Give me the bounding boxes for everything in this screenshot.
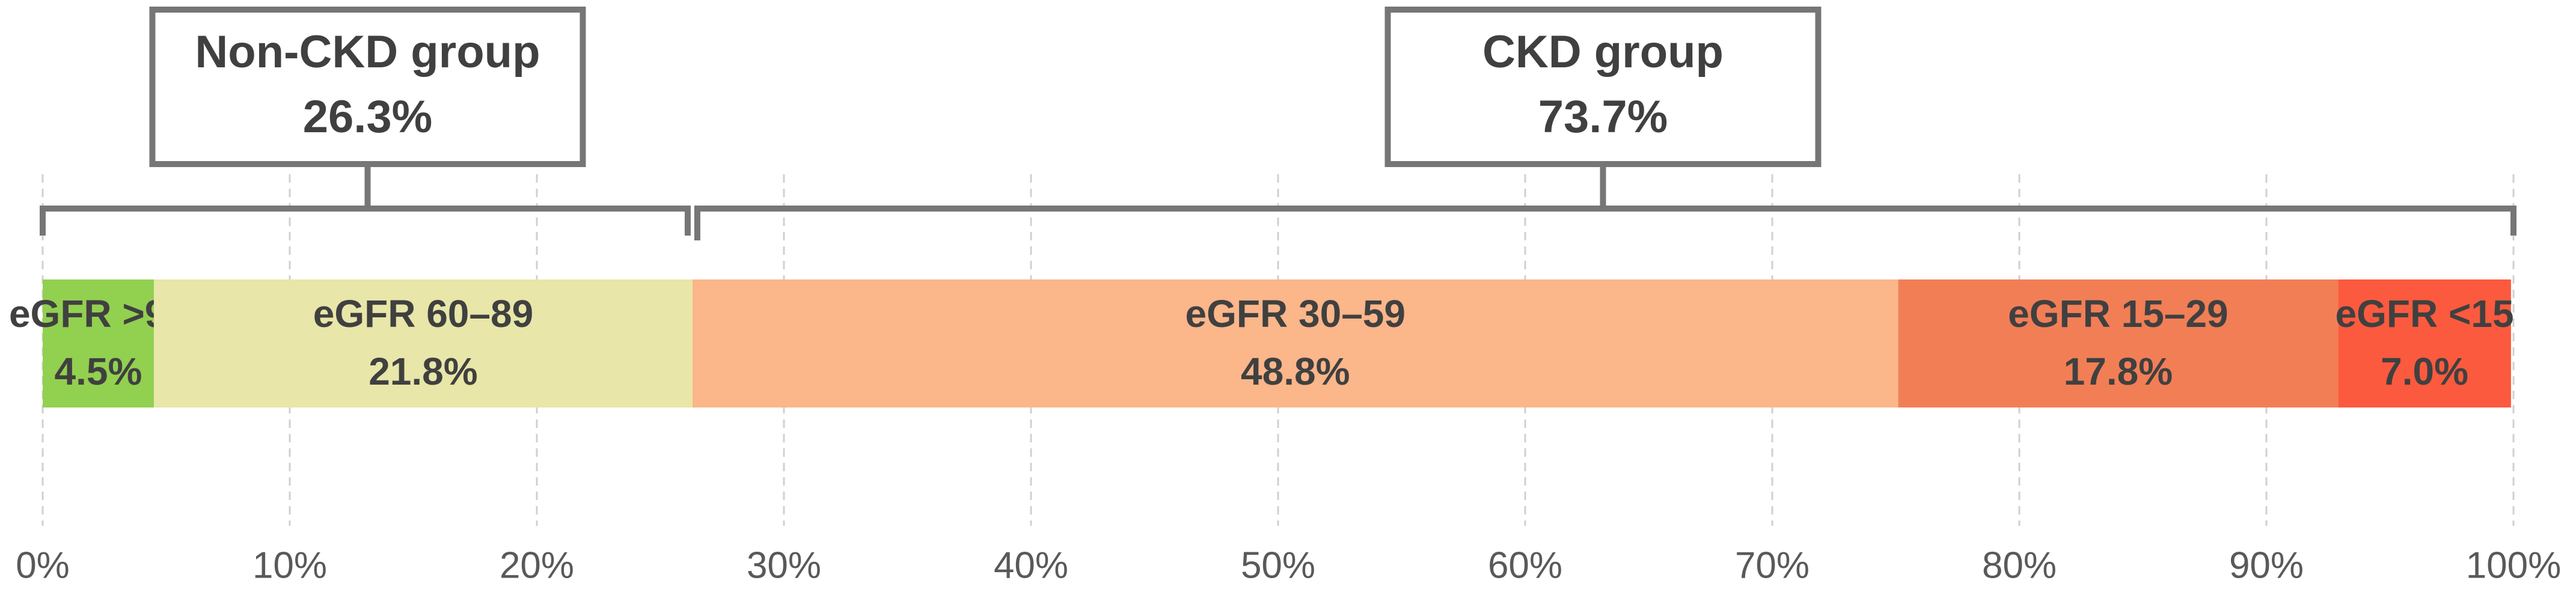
segment-name: eGFR 30–59	[1186, 292, 1406, 335]
group-name: CKD group	[1482, 26, 1724, 78]
bar-segment	[1898, 279, 2339, 407]
segment-value-label: 21.8%	[369, 350, 477, 393]
bar-segment	[692, 279, 1898, 407]
group-value-label: 26.3%	[303, 91, 433, 142]
bar-segment	[153, 279, 693, 407]
x-tick-label: 30%	[747, 545, 821, 586]
bar-segment	[43, 279, 154, 407]
bar-segment	[2338, 279, 2511, 407]
x-tick-label: 10%	[252, 545, 327, 586]
x-tick-label: 50%	[1241, 545, 1315, 586]
group-bracket	[40, 164, 691, 236]
group-box	[149, 7, 586, 167]
segment-value-label: 4.5%	[55, 350, 142, 393]
segment-value-label: 7.0%	[2381, 350, 2468, 393]
x-tick-label: 20%	[500, 545, 574, 586]
x-tick-label: 80%	[1982, 545, 2057, 586]
segment-name: eGFR 60–89	[313, 292, 533, 335]
group-bracket	[694, 164, 2516, 240]
x-tick-label: 0%	[16, 545, 70, 586]
x-tick-label: 100%	[2466, 545, 2562, 586]
segment-name: eGFR 15–29	[2008, 292, 2228, 335]
segment-value-label: 17.8%	[2064, 350, 2173, 393]
group-value-label: 73.7%	[1538, 91, 1668, 142]
x-tick-label: 70%	[1735, 545, 1810, 586]
x-tick-label: 40%	[994, 545, 1068, 586]
segment-value-label: 48.8%	[1241, 350, 1350, 393]
group-box	[1384, 7, 1822, 167]
x-tick-label: 90%	[2229, 545, 2304, 586]
x-tick-label: 60%	[1488, 545, 1562, 586]
segment-name: eGFR <15	[2336, 292, 2514, 335]
group-name: Non-CKD group	[195, 26, 540, 78]
